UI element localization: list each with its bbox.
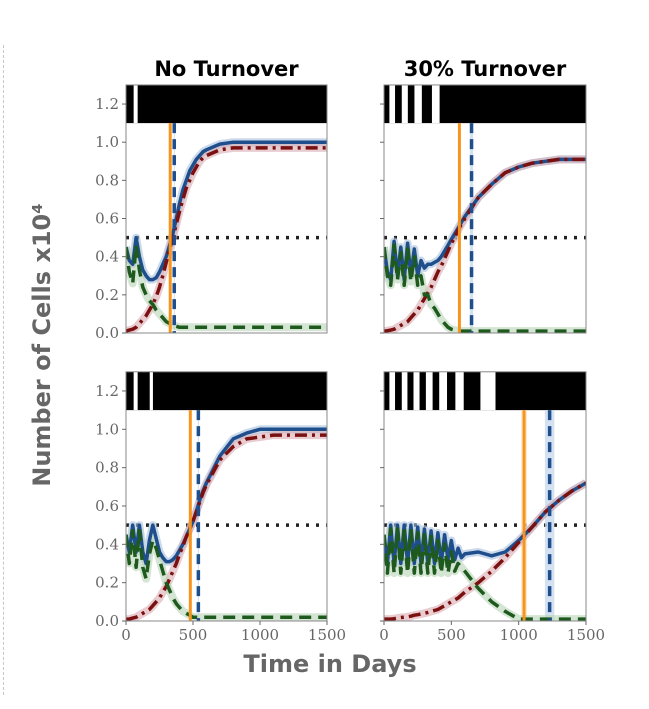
x-axis-label: Time in Days — [243, 650, 416, 678]
panel-1: 0.0 0.2 0.4 0.6 0.8 1.0 1.2 No Turnover — [95, 57, 328, 342]
activity-bar — [126, 371, 327, 411]
activity-bar-gap — [149, 371, 153, 411]
dashed-green-series — [126, 529, 327, 619]
y-tick-label: 0.6 — [95, 210, 119, 228]
plot-area — [126, 84, 327, 333]
solid-blue-series — [126, 140, 327, 282]
dashed-green-series — [126, 243, 327, 330]
solid-blue-series — [384, 157, 586, 282]
x-tick-label: 0 — [121, 626, 131, 644]
y-tick-label: 0.0 — [95, 612, 119, 630]
y-tick-label: 0.8 — [95, 171, 119, 189]
dashed-green-series — [384, 243, 586, 333]
panel-title: No Turnover — [154, 57, 299, 81]
axes-frame — [125, 371, 328, 622]
y-tick-label: 0.4 — [95, 248, 119, 266]
activity-bar-gap — [133, 84, 138, 124]
x-tick-label: 1000 — [500, 626, 538, 644]
dashdot-red-series — [384, 481, 586, 621]
page-divider — [3, 45, 4, 695]
panel-2: 30% Turnover — [380, 57, 587, 334]
activity-bar-gap — [431, 84, 440, 124]
activity-bar — [126, 84, 327, 124]
y-tick-label: 0.2 — [95, 286, 119, 304]
dashdot-red-series — [126, 433, 327, 621]
y-tick-label: 0.8 — [95, 459, 119, 477]
y-tick-label: 1.2 — [95, 95, 119, 113]
solid-blue-series — [126, 427, 327, 566]
activity-bar-gap — [401, 371, 408, 411]
axes-frame — [125, 84, 328, 334]
y-tick-label: 0.2 — [95, 574, 119, 592]
y-tick-label: 0.6 — [95, 497, 119, 515]
plot-area — [384, 84, 586, 333]
x-tick-label: 1000 — [241, 626, 279, 644]
y-tick-label: 0.4 — [95, 535, 119, 553]
x-tick-label: 1500 — [567, 626, 605, 644]
panel-3: 0.0 0.2 0.4 0.6 0.8 1.0 1.2 0 500 1000 1500 — [95, 371, 346, 644]
x-tick-label: 500 — [437, 626, 466, 644]
activity-bar-gap — [414, 84, 422, 124]
plot-area — [126, 371, 327, 622]
x-tick-label: 1500 — [308, 626, 346, 644]
y-tick-label: 1.2 — [95, 382, 119, 400]
panel-4: 0 500 1000 1500 — [379, 371, 605, 644]
activity-bar-gap — [480, 371, 496, 411]
dashed-green-series — [384, 527, 586, 621]
dashdot-red-series — [126, 146, 327, 333]
y-axis-label: Number of Cells x10⁴ — [28, 203, 56, 487]
activity-bar-gap — [389, 371, 396, 411]
solid-blue-confidence-band — [126, 138, 327, 284]
y-tick-label: 1.0 — [95, 133, 119, 151]
activity-bar-gap — [389, 84, 396, 124]
y-tick-label: 0.0 — [95, 324, 119, 342]
activity-bar-gap — [133, 371, 138, 411]
panel-title: 30% Turnover — [404, 57, 567, 81]
x-tick-label: 0 — [379, 626, 389, 644]
plot-area — [384, 371, 586, 622]
axes-frame — [383, 84, 587, 334]
x-tick-label: 500 — [179, 626, 208, 644]
axes-frame — [383, 371, 587, 622]
activity-bar-gap — [413, 371, 420, 411]
dashdot-red-series — [384, 157, 586, 333]
activity-bar-gap — [439, 371, 448, 411]
activity-bar-gap — [455, 371, 464, 411]
activity-bar — [384, 84, 586, 124]
activity-bar-gap — [425, 371, 433, 411]
activity-bar-gap — [401, 84, 408, 124]
y-tick-label: 1.0 — [95, 420, 119, 438]
